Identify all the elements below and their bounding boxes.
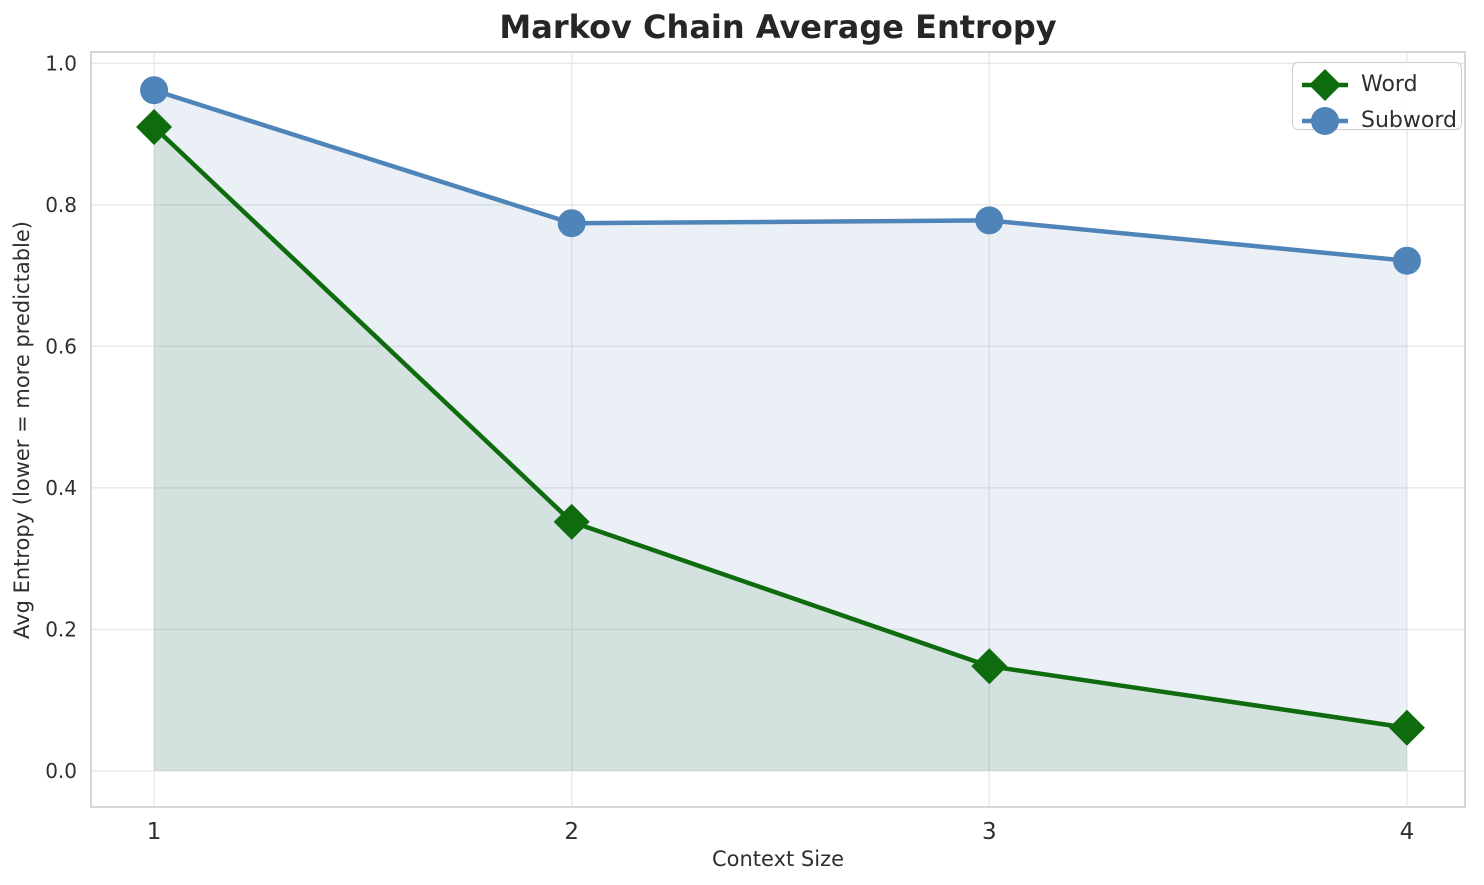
y-tick-label: 0.8: [45, 193, 77, 217]
y-axis-label: Avg Entropy (lower = more predictable): [10, 221, 34, 639]
y-tick-label: 0.0: [45, 759, 77, 783]
x-tick-label: 3: [982, 819, 997, 845]
x-tick-label: 4: [1400, 819, 1415, 845]
word-marker: [553, 503, 590, 540]
legend-item-subword: Subword: [1299, 103, 1457, 139]
x-axis-label: Context Size: [711, 847, 845, 871]
legend-label-subword: Subword: [1361, 108, 1457, 133]
y-tick-label: 0.2: [45, 617, 77, 641]
x-tick-label: 2: [564, 819, 579, 845]
y-tick-label: 0.6: [45, 334, 77, 358]
y-tick-label: 0.4: [45, 476, 77, 500]
word-line: [151, 124, 1410, 730]
subword-marker: [975, 206, 1004, 235]
word-marker: [136, 109, 173, 146]
legend: Word Subword: [1292, 62, 1462, 135]
word-diamond-icon: [1302, 69, 1348, 101]
word-area: [154, 127, 1407, 771]
word-marker: [1388, 709, 1425, 746]
subword-marker: [557, 209, 586, 238]
x-tick-label: 1: [147, 819, 162, 845]
subword-area: [154, 90, 1407, 771]
subword-circle-icon: [1302, 107, 1348, 135]
word-marker: [971, 648, 1008, 685]
y-tick-label: 1.0: [45, 51, 77, 75]
subword-marker: [1392, 246, 1421, 275]
chart-title: Markov Chain Average Entropy: [499, 8, 1057, 46]
plot-background: [91, 52, 1465, 807]
subword-line: [151, 87, 1410, 263]
legend-label-word: Word: [1361, 72, 1418, 97]
plot-border: [90, 51, 1466, 808]
subword-marker: [140, 76, 169, 105]
legend-item-word: Word: [1299, 67, 1451, 103]
